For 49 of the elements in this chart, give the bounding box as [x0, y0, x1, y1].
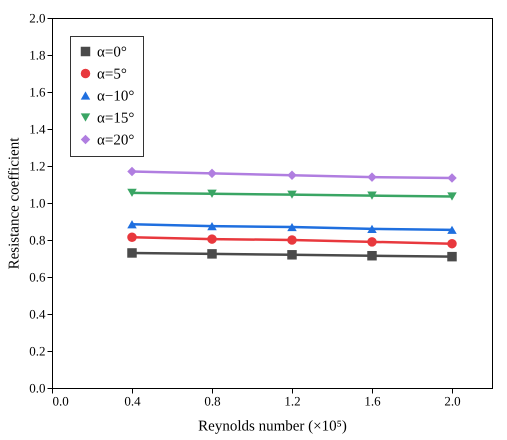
legend-label: α=20° [97, 132, 134, 148]
x-tick-label: 2.0 [444, 394, 461, 408]
point [127, 166, 137, 176]
legend-label: α=5° [97, 66, 127, 82]
y-tick-label: 1.4 [29, 122, 46, 136]
point [287, 235, 297, 245]
y-tick-label: 0.2 [29, 344, 46, 358]
y-tick-label: 1.8 [29, 48, 46, 62]
y-tick-label: 1.6 [29, 84, 46, 100]
x-tick-label: 1.6 [364, 394, 382, 408]
point [367, 172, 377, 182]
y-tick-label: 0.8 [29, 232, 46, 248]
point [127, 232, 137, 242]
point [287, 170, 297, 180]
x-tick-label: 0.4 [124, 394, 142, 408]
point [447, 226, 457, 234]
point [127, 220, 137, 228]
point [127, 188, 137, 197]
point [287, 250, 297, 260]
point [367, 250, 377, 260]
point [287, 222, 297, 232]
point [207, 168, 217, 178]
point [447, 173, 457, 183]
point [287, 190, 297, 199]
point [207, 249, 217, 259]
point [207, 234, 217, 244]
y-tick-label: 1.0 [29, 196, 46, 210]
legend-label: α=15° [97, 110, 134, 126]
x-tick-label: 1.2 [284, 394, 301, 408]
legend-label: α=0° [97, 44, 127, 60]
point [447, 252, 457, 262]
y-tick-label: 1.2 [29, 158, 46, 174]
y-tick-label: 2.0 [29, 10, 46, 26]
point [207, 190, 217, 198]
point [367, 224, 377, 234]
legend-label: α−10° [97, 88, 134, 104]
x-tick-label: 0.8 [204, 394, 221, 408]
point [367, 191, 377, 200]
x-axis-title: Reynolds number (×10⁵) [198, 418, 347, 434]
point [447, 192, 457, 201]
point [447, 238, 457, 248]
x-tick-label: 0.0 [52, 394, 69, 408]
y-axis-title: Resistance coefficient [6, 136, 22, 270]
y-tick-label: 0.0 [29, 380, 46, 396]
y-tick-label: 0.6 [29, 270, 46, 284]
y-tick-label: 0.4 [29, 306, 46, 322]
point [207, 222, 217, 230]
point [127, 248, 137, 258]
point [367, 237, 377, 247]
